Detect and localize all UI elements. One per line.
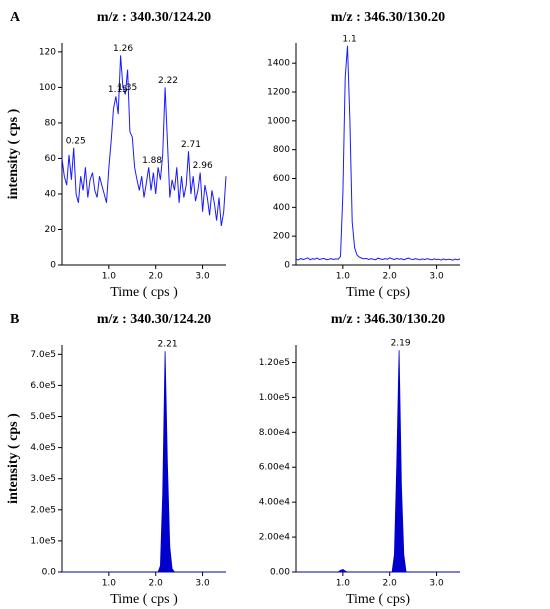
peak-label: 0.25 — [66, 136, 86, 146]
x-axis-label: Time ( cps ) — [110, 592, 178, 607]
x-axis-label: Time ( cps ) — [110, 285, 178, 300]
peak-label: 1.26 — [113, 44, 133, 54]
y-tick-label: 0.00 — [270, 568, 290, 578]
y-tick-label: 4.00e4 — [259, 498, 291, 508]
peak-label: 2.71 — [181, 140, 201, 150]
y-tick-label: 200 — [273, 232, 290, 242]
y-tick-label: 100 — [39, 83, 56, 93]
y-tick-label: 0 — [50, 261, 56, 271]
chart-title: m/z : 340.30/124.20 — [97, 10, 211, 25]
y-axis-label: intensity ( cps ) — [6, 413, 21, 504]
x-tick-label: 1.0 — [336, 272, 351, 282]
chromatogram-line — [295, 45, 461, 261]
x-tick-label: 2.0 — [149, 272, 164, 282]
chart-title: m/z : 340.30/124.20 — [97, 312, 211, 327]
x-axis-label: Time ( cps) — [346, 592, 410, 607]
y-tick-label: 400 — [273, 203, 290, 213]
y-tick-label: 0.0 — [42, 568, 57, 578]
x-axis-label: Time ( cps) — [346, 285, 410, 300]
y-tick-label: 1.20e5 — [259, 358, 290, 368]
y-tick-label: 20 — [45, 225, 57, 235]
chart-title: m/z : 346.30/130.20 — [331, 10, 445, 25]
x-tick-label: 1.0 — [336, 579, 351, 589]
y-tick-label: 600 — [273, 174, 290, 184]
y-tick-label: 800 — [273, 145, 290, 155]
y-tick-label: 7.0e5 — [30, 350, 56, 360]
peak-label: 2.22 — [158, 76, 178, 86]
x-tick-label: 2.0 — [383, 272, 398, 282]
chromatogram-line — [61, 55, 227, 226]
x-tick-label: 3.0 — [429, 272, 444, 282]
panel-label: B — [10, 312, 19, 327]
y-tick-label: 2.0e5 — [30, 505, 56, 515]
peak-label: 1.35 — [117, 83, 137, 93]
y-tick-label: 1.00e5 — [259, 393, 290, 403]
y-tick-label: 2.00e4 — [259, 533, 291, 543]
y-tick-label: 8.00e4 — [259, 428, 291, 438]
x-tick-label: 1.0 — [102, 272, 117, 282]
chromatogram-area — [62, 351, 226, 573]
y-tick-label: 6.0e5 — [30, 381, 56, 391]
x-tick-label: 3.0 — [429, 579, 444, 589]
y-tick-label: 1400 — [267, 59, 290, 69]
y-tick-label: 5.0e5 — [30, 412, 56, 422]
y-tick-label: 60 — [45, 154, 57, 164]
y-tick-label: 1200 — [267, 88, 290, 98]
y-tick-label: 120 — [39, 47, 56, 57]
peak-label: 2.19 — [391, 339, 411, 349]
chromatogram-area — [296, 350, 460, 573]
x-tick-label: 1.0 — [102, 579, 117, 589]
panel-label: A — [10, 10, 21, 25]
x-tick-label: 2.0 — [383, 579, 398, 589]
y-tick-label: 1000 — [267, 116, 290, 126]
peak-label: 1.15 — [108, 85, 128, 95]
peak-label: 1.1 — [342, 34, 356, 44]
y-tick-label: 1.0e5 — [30, 536, 56, 546]
peak-label: 2.21 — [158, 340, 178, 350]
chart-title: m/z : 346.30/130.20 — [331, 312, 445, 327]
y-tick-label: 4.0e5 — [30, 443, 56, 453]
x-tick-label: 3.0 — [195, 272, 210, 282]
y-tick-label: 80 — [45, 118, 57, 128]
peak-label: 2.96 — [193, 161, 213, 171]
x-tick-label: 2.0 — [149, 579, 164, 589]
y-axis-label: intensity ( cps ) — [6, 108, 21, 199]
y-tick-label: 0 — [284, 261, 290, 271]
y-tick-label: 3.0e5 — [30, 474, 56, 484]
y-tick-label: 40 — [45, 189, 57, 199]
y-tick-label: 6.00e4 — [259, 463, 291, 473]
peak-label: 1.88 — [142, 156, 162, 166]
x-tick-label: 3.0 — [195, 579, 210, 589]
